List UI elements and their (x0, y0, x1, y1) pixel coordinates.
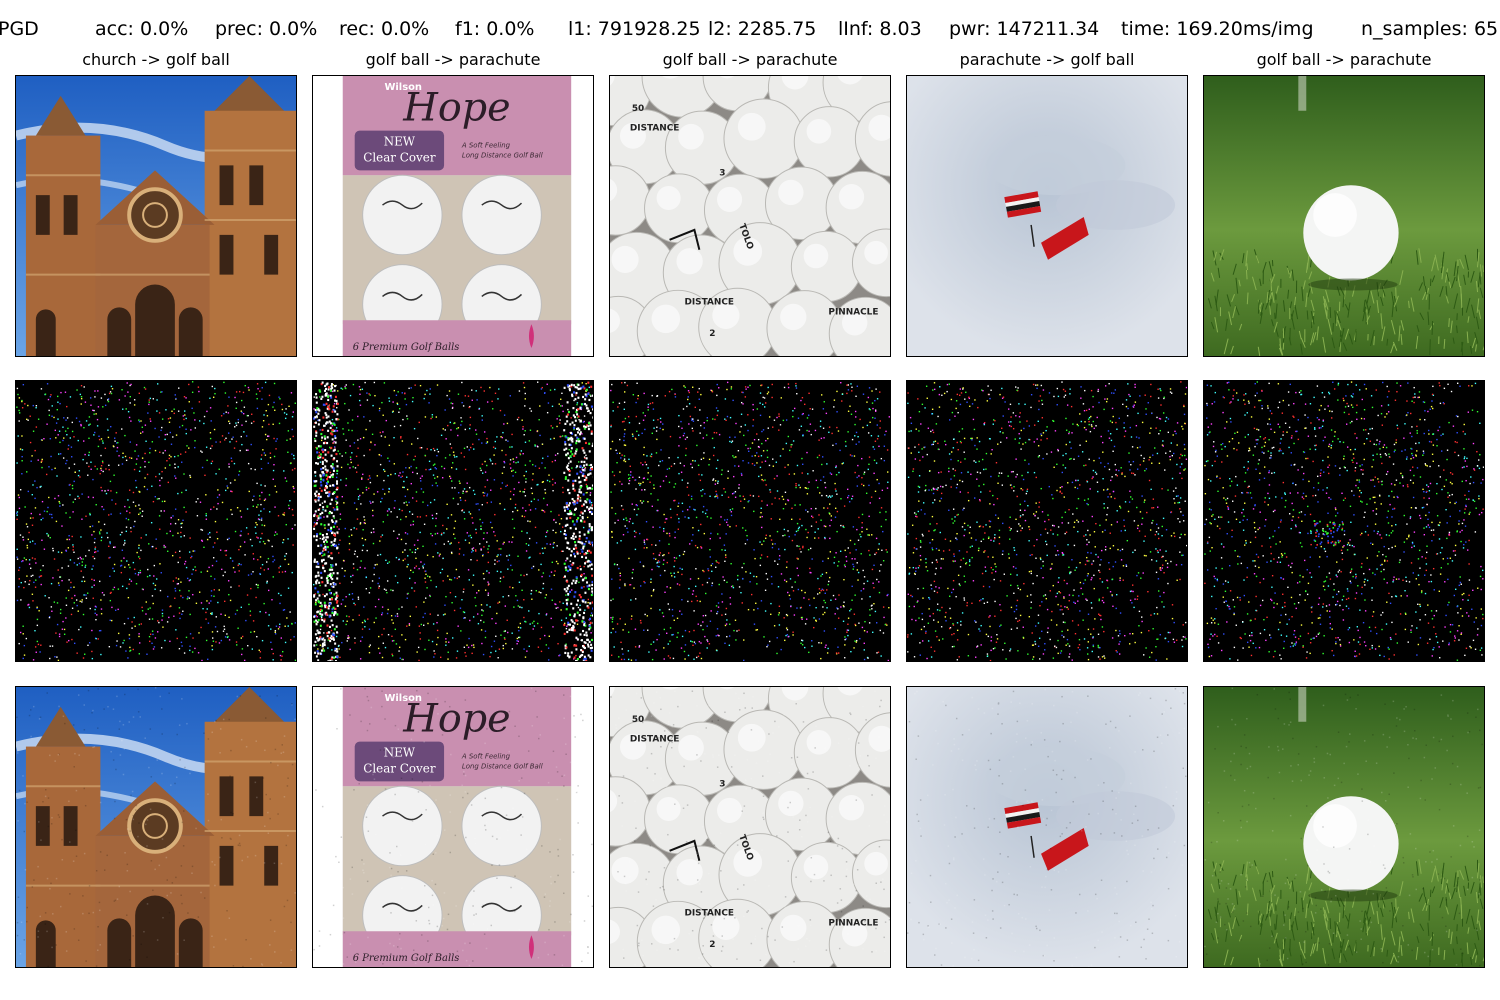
svg-text:A Soft Feeling: A Soft Feeling (461, 141, 511, 149)
prec-metric: prec: 0.0% (215, 18, 318, 40)
l2-metric: l2: 2285.75 (708, 18, 817, 40)
svg-text:NEW: NEW (384, 746, 416, 760)
svg-text:NEW: NEW (384, 135, 416, 149)
n-samples-metric: n_samples: 65 (1361, 18, 1499, 40)
column-title: golf ball -> parachute (365, 50, 541, 69)
perturbation-image-parachute-sky (906, 380, 1188, 662)
svg-text:DISTANCE: DISTANCE (630, 124, 680, 134)
svg-text:DISTANCE: DISTANCE (684, 297, 734, 307)
svg-text:Hope: Hope (402, 696, 510, 742)
method-label: PGD (0, 18, 39, 40)
perturbation-image-golf-ball-pile (609, 380, 891, 662)
perturbation-image-church (15, 380, 297, 662)
metrics-header: PGD acc: 0.0% prec: 0.0% rec: 0.0% f1: 0… (0, 16, 1500, 42)
original-image-golf-ball-grass (1203, 75, 1485, 357)
adversarial-image-golf-ball-box: Wilson Hope NEW Clear Cover A Soft Feeli… (312, 686, 594, 968)
svg-text:Clear Cover: Clear Cover (363, 761, 436, 775)
original-image-parachute-sky (906, 75, 1188, 357)
perturbation-image-golf-ball-box (312, 380, 594, 662)
original-image-golf-ball-box: Wilson Hope NEW Clear Cover A Soft Feeli… (312, 75, 594, 357)
column-title: church -> golf ball (82, 50, 230, 69)
linf-metric: lInf: 8.03 (838, 18, 922, 40)
pwr-metric: pwr: 147211.34 (949, 18, 1100, 40)
acc-metric: acc: 0.0% (95, 18, 189, 40)
adversarial-image-church (15, 686, 297, 968)
svg-text:Hope: Hope (402, 85, 510, 131)
svg-text:50: 50 (632, 104, 644, 114)
svg-text:Clear Cover: Clear Cover (363, 150, 436, 164)
column-title: parachute -> golf ball (959, 50, 1135, 69)
svg-text:6 Premium Golf Balls: 6 Premium Golf Balls (353, 953, 460, 964)
perturbation-image-golf-ball-grass (1203, 380, 1485, 662)
svg-text:Wilson: Wilson (384, 693, 421, 704)
svg-text:Wilson: Wilson (384, 82, 421, 93)
rec-metric: rec: 0.0% (339, 18, 430, 40)
time-metric: time: 169.20ms/img (1121, 18, 1314, 40)
svg-text:A Soft Feeling: A Soft Feeling (461, 752, 511, 760)
svg-text:Long Distance Golf Ball: Long Distance Golf Ball (462, 151, 543, 159)
svg-text:3: 3 (719, 168, 725, 178)
original-image-church (15, 75, 297, 357)
original-image-golf-ball-pile: 50 DISTANCE 3 TOLO 2 DISTANCE PINNACLE (609, 75, 891, 357)
l1-metric: l1: 791928.25 (568, 18, 701, 40)
svg-text:6 Premium Golf Balls: 6 Premium Golf Balls (353, 342, 460, 353)
svg-text:PINNACLE: PINNACLE (828, 307, 878, 317)
svg-text:2: 2 (709, 329, 715, 339)
adversarial-image-golf-ball-pile: 50 DISTANCE 3 TOLO 2 DISTANCE PINNACLE (609, 686, 891, 968)
f1-metric: f1: 0.0% (455, 18, 535, 40)
adversarial-image-golf-ball-grass (1203, 686, 1485, 968)
svg-text:Long Distance Golf Ball: Long Distance Golf Ball (462, 762, 543, 770)
column-title: golf ball -> parachute (662, 50, 838, 69)
column-title: golf ball -> parachute (1256, 50, 1432, 69)
adversarial-image-parachute-sky (906, 686, 1188, 968)
